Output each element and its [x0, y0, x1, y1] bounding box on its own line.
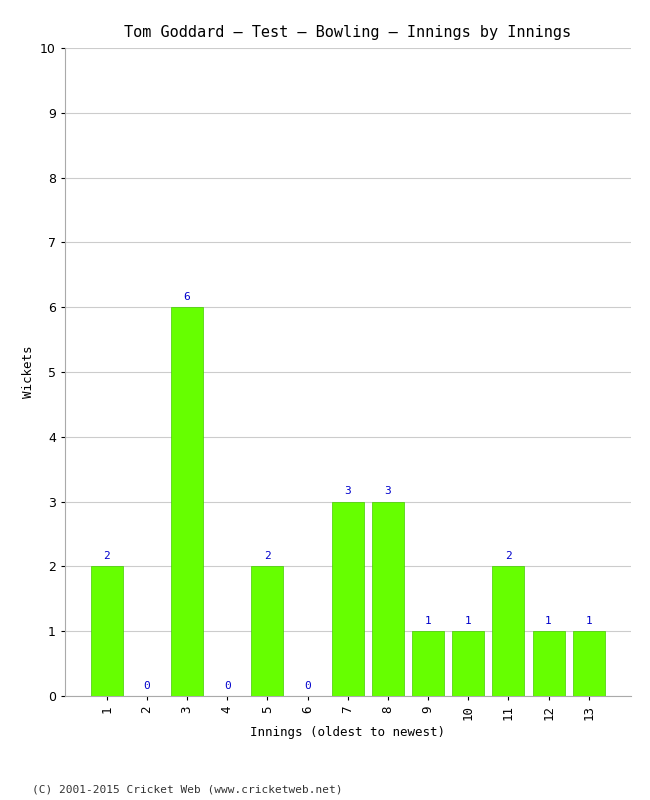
Text: 2: 2 [103, 551, 110, 562]
Title: Tom Goddard – Test – Bowling – Innings by Innings: Tom Goddard – Test – Bowling – Innings b… [124, 25, 571, 40]
Text: 1: 1 [586, 616, 592, 626]
Bar [452, 631, 484, 696]
Text: (C) 2001-2015 Cricket Web (www.cricketweb.net): (C) 2001-2015 Cricket Web (www.cricketwe… [32, 784, 343, 794]
Text: 0: 0 [144, 681, 150, 691]
X-axis label: Innings (oldest to newest): Innings (oldest to newest) [250, 726, 445, 738]
Text: 1: 1 [545, 616, 552, 626]
Bar [91, 566, 123, 696]
Y-axis label: Wickets: Wickets [21, 346, 34, 398]
Text: 0: 0 [224, 681, 231, 691]
Bar [573, 631, 604, 696]
Bar [532, 631, 565, 696]
Bar [171, 307, 203, 696]
Text: 1: 1 [424, 616, 432, 626]
Bar [412, 631, 444, 696]
Text: 2: 2 [264, 551, 271, 562]
Bar [372, 502, 404, 696]
Text: 3: 3 [344, 486, 351, 497]
Bar [492, 566, 525, 696]
Text: 6: 6 [184, 292, 190, 302]
Text: 2: 2 [505, 551, 512, 562]
Bar [332, 502, 364, 696]
Text: 3: 3 [385, 486, 391, 497]
Text: 0: 0 [304, 681, 311, 691]
Text: 1: 1 [465, 616, 472, 626]
Bar [252, 566, 283, 696]
